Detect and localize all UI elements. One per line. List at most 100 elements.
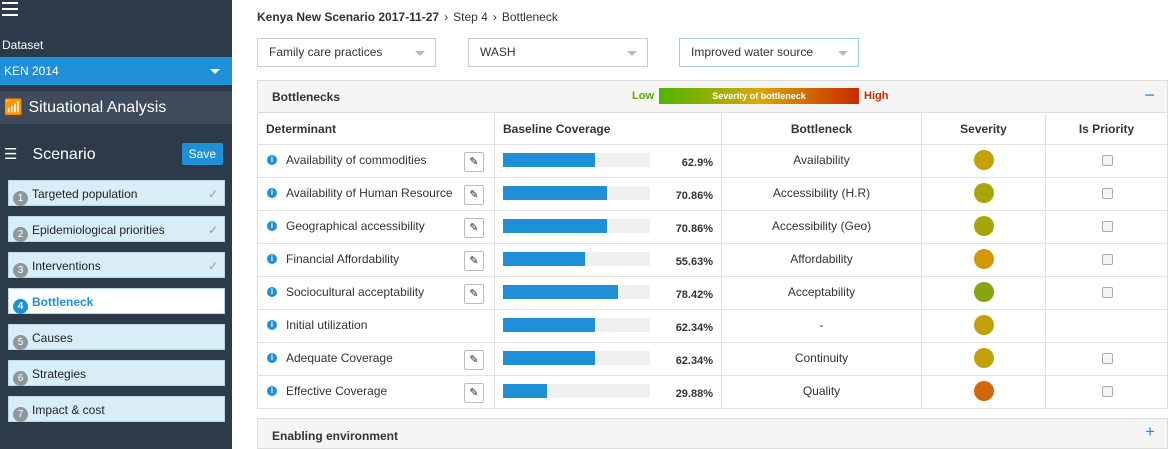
- dataset-label: Dataset: [2, 38, 44, 52]
- info-icon[interactable]: i: [267, 254, 277, 264]
- step-number-badge: 1: [13, 191, 28, 206]
- category-select[interactable]: Family care practices: [257, 38, 436, 67]
- info-icon[interactable]: i: [267, 155, 277, 165]
- priority-checkbox[interactable]: [1101, 188, 1113, 199]
- intervention-value: Improved water source: [691, 45, 814, 59]
- severity-dot: [973, 348, 994, 368]
- priority-cell: [1046, 244, 1167, 276]
- situational-analysis-item[interactable]: 📶 Situational Analysis: [0, 91, 232, 124]
- priority-checkbox[interactable]: [1101, 353, 1113, 364]
- info-icon[interactable]: i: [267, 353, 277, 363]
- bottleneck-label: -: [819, 318, 824, 332]
- priority-cell: [1046, 178, 1167, 210]
- info-icon[interactable]: i: [267, 320, 277, 330]
- coverage-bar: [503, 318, 650, 332]
- priority-checkbox[interactable]: [1101, 386, 1113, 397]
- list-icon: ☰: [4, 146, 18, 163]
- table-row: i Financial Affordability ✎ 55.63% Affordabi…: [258, 244, 1167, 277]
- coverage-cell: 62.9%: [495, 145, 722, 177]
- header-coverage: Baseline Coverage: [495, 114, 722, 144]
- severity-cell: [922, 244, 1046, 276]
- check-icon: ✓: [207, 187, 218, 201]
- caret-down-icon: [210, 69, 220, 74]
- priority-checkbox[interactable]: [1101, 155, 1113, 166]
- bottleneck-table: Determinant Baseline Coverage Bottleneck…: [258, 114, 1167, 409]
- coverage-bar-fill: [503, 351, 595, 365]
- coverage-bar: [503, 153, 650, 167]
- scenario-header: ☰ Scenario Save: [0, 138, 232, 171]
- priority-checkbox[interactable]: [1101, 287, 1113, 298]
- edit-pencil-icon[interactable]: ✎: [464, 383, 484, 403]
- table-row: i Availability of Human Resource ✎ 70.86% Ac…: [258, 178, 1167, 211]
- domain-select[interactable]: WASH: [468, 38, 648, 67]
- info-icon[interactable]: i: [267, 287, 277, 297]
- breadcrumb-step[interactable]: Step 4: [453, 10, 488, 24]
- coverage-bar: [503, 252, 650, 266]
- severity-cell: [922, 376, 1046, 408]
- step-item[interactable]: 7 Impact & cost: [8, 396, 225, 422]
- breadcrumb-separator: ›: [492, 10, 497, 24]
- determinant-label: Financial Affordability: [286, 252, 400, 266]
- dataset-select[interactable]: KEN 2014: [0, 57, 232, 85]
- edit-pencil-icon[interactable]: ✎: [464, 185, 484, 205]
- coverage-percent: 70.86%: [675, 223, 713, 235]
- info-icon[interactable]: i: [267, 221, 277, 231]
- dataset-value: KEN 2014: [4, 64, 59, 78]
- intervention-select[interactable]: Improved water source: [679, 38, 859, 67]
- severity-cell: [922, 178, 1046, 210]
- step-label: Bottleneck: [32, 295, 94, 309]
- determinant-label: Initial utilization: [286, 318, 368, 332]
- panel-title: Bottlenecks: [272, 90, 341, 104]
- priority-cell: [1046, 343, 1167, 375]
- step-item[interactable]: 6 Strategies: [8, 360, 225, 386]
- table-row: i Geographical accessibility ✎ 70.86% Access…: [258, 211, 1167, 244]
- step-label: Interventions: [32, 259, 101, 273]
- edit-pencil-icon[interactable]: ✎: [464, 284, 484, 304]
- save-button[interactable]: Save: [181, 143, 223, 165]
- coverage-cell: 55.63%: [495, 244, 722, 276]
- bottleneck-label: Quality: [802, 384, 841, 398]
- expand-icon[interactable]: +: [1145, 422, 1155, 441]
- coverage-cell: 29.88%: [495, 376, 722, 408]
- bottlenecks-panel: Bottlenecks Low Severity of bottleneck H…: [257, 80, 1168, 409]
- edit-pencil-icon[interactable]: ✎: [464, 152, 484, 172]
- determinant-label: Effective Coverage: [286, 384, 388, 398]
- collapse-icon[interactable]: −: [1144, 85, 1155, 105]
- step-item[interactable]: 4 Bottleneck: [8, 288, 225, 314]
- step-list: 1 Targeted population ✓ 2 Epidemiological pr…: [8, 180, 225, 432]
- edit-pencil-icon[interactable]: ✎: [464, 350, 484, 370]
- priority-cell: [1046, 277, 1167, 309]
- step-item[interactable]: 2 Epidemiological priorities ✓: [8, 216, 225, 242]
- enabling-environment-panel[interactable]: Enabling environment +: [257, 418, 1168, 449]
- coverage-bar-fill: [503, 252, 585, 266]
- edit-pencil-icon[interactable]: ✎: [464, 251, 484, 271]
- coverage-bar-fill: [503, 219, 608, 233]
- menu-icon[interactable]: [2, 2, 18, 18]
- caret-down-icon: [415, 51, 425, 56]
- step-item[interactable]: 5 Causes: [8, 324, 225, 350]
- step-label: Impact & cost: [32, 403, 105, 417]
- step-number-badge: 6: [13, 371, 28, 386]
- info-icon[interactable]: i: [267, 188, 277, 198]
- severity-dot: [973, 183, 994, 203]
- step-number-badge: 5: [13, 335, 28, 350]
- priority-cell: [1046, 211, 1167, 243]
- header-determinant: Determinant: [258, 114, 495, 144]
- edit-pencil-icon[interactable]: ✎: [464, 218, 484, 238]
- determinant-cell: i Geographical accessibility ✎: [258, 211, 495, 243]
- priority-checkbox[interactable]: [1101, 254, 1113, 265]
- step-number-badge: 3: [13, 263, 28, 278]
- priority-cell: [1046, 376, 1167, 408]
- step-item[interactable]: 3 Interventions ✓: [8, 252, 225, 278]
- caret-down-icon: [627, 51, 637, 56]
- determinant-cell: i Effective Coverage ✎: [258, 376, 495, 408]
- priority-checkbox[interactable]: [1101, 221, 1113, 232]
- breadcrumb-scenario[interactable]: Kenya New Scenario 2017-11-27: [257, 10, 440, 24]
- coverage-percent: 29.88%: [675, 388, 713, 400]
- coverage-percent: 62.9%: [681, 157, 713, 169]
- bottleneck-label: Accessibility (H.R): [772, 186, 871, 200]
- coverage-bar-fill: [503, 318, 595, 332]
- info-icon[interactable]: i: [267, 386, 277, 396]
- caret-down-icon: [838, 51, 848, 56]
- step-item[interactable]: 1 Targeted population ✓: [8, 180, 225, 206]
